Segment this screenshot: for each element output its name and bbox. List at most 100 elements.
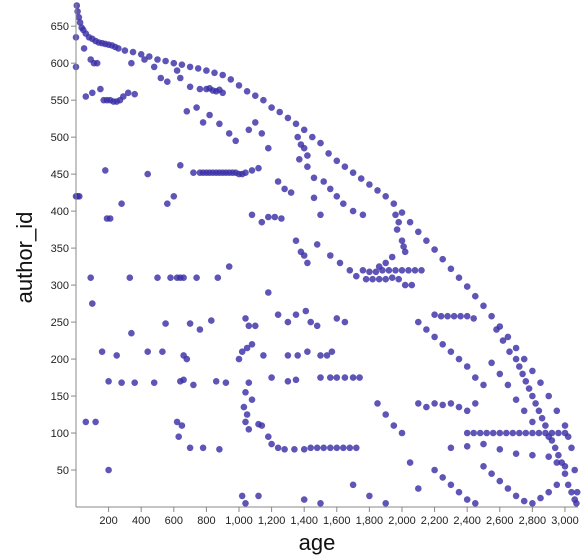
data-point xyxy=(553,481,561,489)
data-point xyxy=(369,275,376,283)
data-point xyxy=(154,56,161,63)
data-point xyxy=(196,326,204,333)
data-point xyxy=(242,418,249,426)
data-point xyxy=(463,312,471,320)
data-point xyxy=(463,429,471,437)
data-point xyxy=(222,379,230,387)
data-point xyxy=(274,178,282,185)
data-point xyxy=(225,263,233,270)
data-point xyxy=(341,318,349,326)
data-point xyxy=(423,326,430,333)
data-point xyxy=(170,59,178,67)
data-point xyxy=(274,311,282,319)
data-point xyxy=(423,237,430,244)
data-point xyxy=(346,267,354,274)
data-point xyxy=(447,265,455,273)
data-point xyxy=(431,466,438,474)
data-point xyxy=(245,379,253,387)
data-point xyxy=(304,163,311,170)
data-point xyxy=(144,348,151,356)
data-point xyxy=(398,209,406,216)
data-point xyxy=(304,259,311,267)
data-point xyxy=(131,379,138,387)
data-point xyxy=(255,492,262,500)
data-point xyxy=(455,274,463,282)
y-tick-label: 50 xyxy=(57,465,69,477)
data-point xyxy=(431,333,438,341)
data-point xyxy=(243,88,251,95)
data-point xyxy=(245,426,253,433)
data-point xyxy=(346,444,354,452)
x-axis-title: age xyxy=(299,530,336,555)
data-point xyxy=(265,213,272,221)
data-point xyxy=(82,418,90,426)
data-point xyxy=(243,411,251,418)
data-point xyxy=(418,267,425,274)
data-point xyxy=(340,444,347,452)
data-point xyxy=(393,226,401,233)
data-point xyxy=(333,193,341,200)
data-point xyxy=(375,263,383,270)
data-point xyxy=(382,411,390,418)
data-point xyxy=(504,333,512,341)
data-point xyxy=(214,274,222,282)
data-point xyxy=(470,429,478,437)
data-point xyxy=(180,274,187,282)
data-point xyxy=(183,355,191,363)
x-tick-label: 2,400 xyxy=(453,515,481,527)
data-point xyxy=(186,83,194,91)
data-point xyxy=(194,65,202,72)
data-point xyxy=(137,51,145,58)
data-point xyxy=(235,82,243,89)
data-point xyxy=(304,348,311,356)
data-point xyxy=(400,243,407,250)
data-point xyxy=(307,318,315,326)
data-point xyxy=(118,379,125,387)
data-point xyxy=(327,185,334,193)
data-point xyxy=(144,170,151,178)
data-point xyxy=(258,130,266,137)
data-point xyxy=(535,407,543,415)
x-tick-label: 800 xyxy=(197,515,215,527)
data-point xyxy=(480,463,487,470)
data-point xyxy=(219,71,226,79)
data-point xyxy=(302,307,310,315)
data-point xyxy=(390,422,398,429)
data-point xyxy=(120,93,127,100)
data-point xyxy=(268,440,275,448)
data-point xyxy=(180,376,187,384)
data-point xyxy=(431,311,438,319)
data-point xyxy=(131,90,138,98)
data-point xyxy=(190,381,197,389)
data-point xyxy=(300,144,308,152)
data-point xyxy=(193,274,200,282)
data-point xyxy=(106,215,114,222)
data-point xyxy=(310,194,318,202)
data-point xyxy=(242,315,249,322)
data-point xyxy=(463,407,471,415)
data-point xyxy=(483,429,491,437)
data-point xyxy=(353,272,360,280)
data-point xyxy=(496,446,504,453)
data-point xyxy=(401,281,409,289)
data-point xyxy=(568,444,575,452)
data-point xyxy=(300,126,308,134)
data-point xyxy=(439,255,447,263)
data-point xyxy=(341,374,349,381)
data-point xyxy=(406,218,414,226)
data-point xyxy=(535,429,543,437)
data-point xyxy=(317,500,324,507)
data-point xyxy=(333,157,341,165)
data-point xyxy=(170,193,178,200)
data-point xyxy=(392,267,399,274)
data-point xyxy=(493,326,500,333)
data-point xyxy=(372,268,380,276)
data-point xyxy=(529,451,536,459)
x-tick-label: 2,800 xyxy=(519,515,547,527)
data-point xyxy=(74,8,81,15)
data-point xyxy=(366,268,373,276)
x-tick-label: 600 xyxy=(165,515,183,527)
data-point xyxy=(522,378,530,385)
data-point xyxy=(105,378,112,385)
data-point xyxy=(73,2,81,9)
